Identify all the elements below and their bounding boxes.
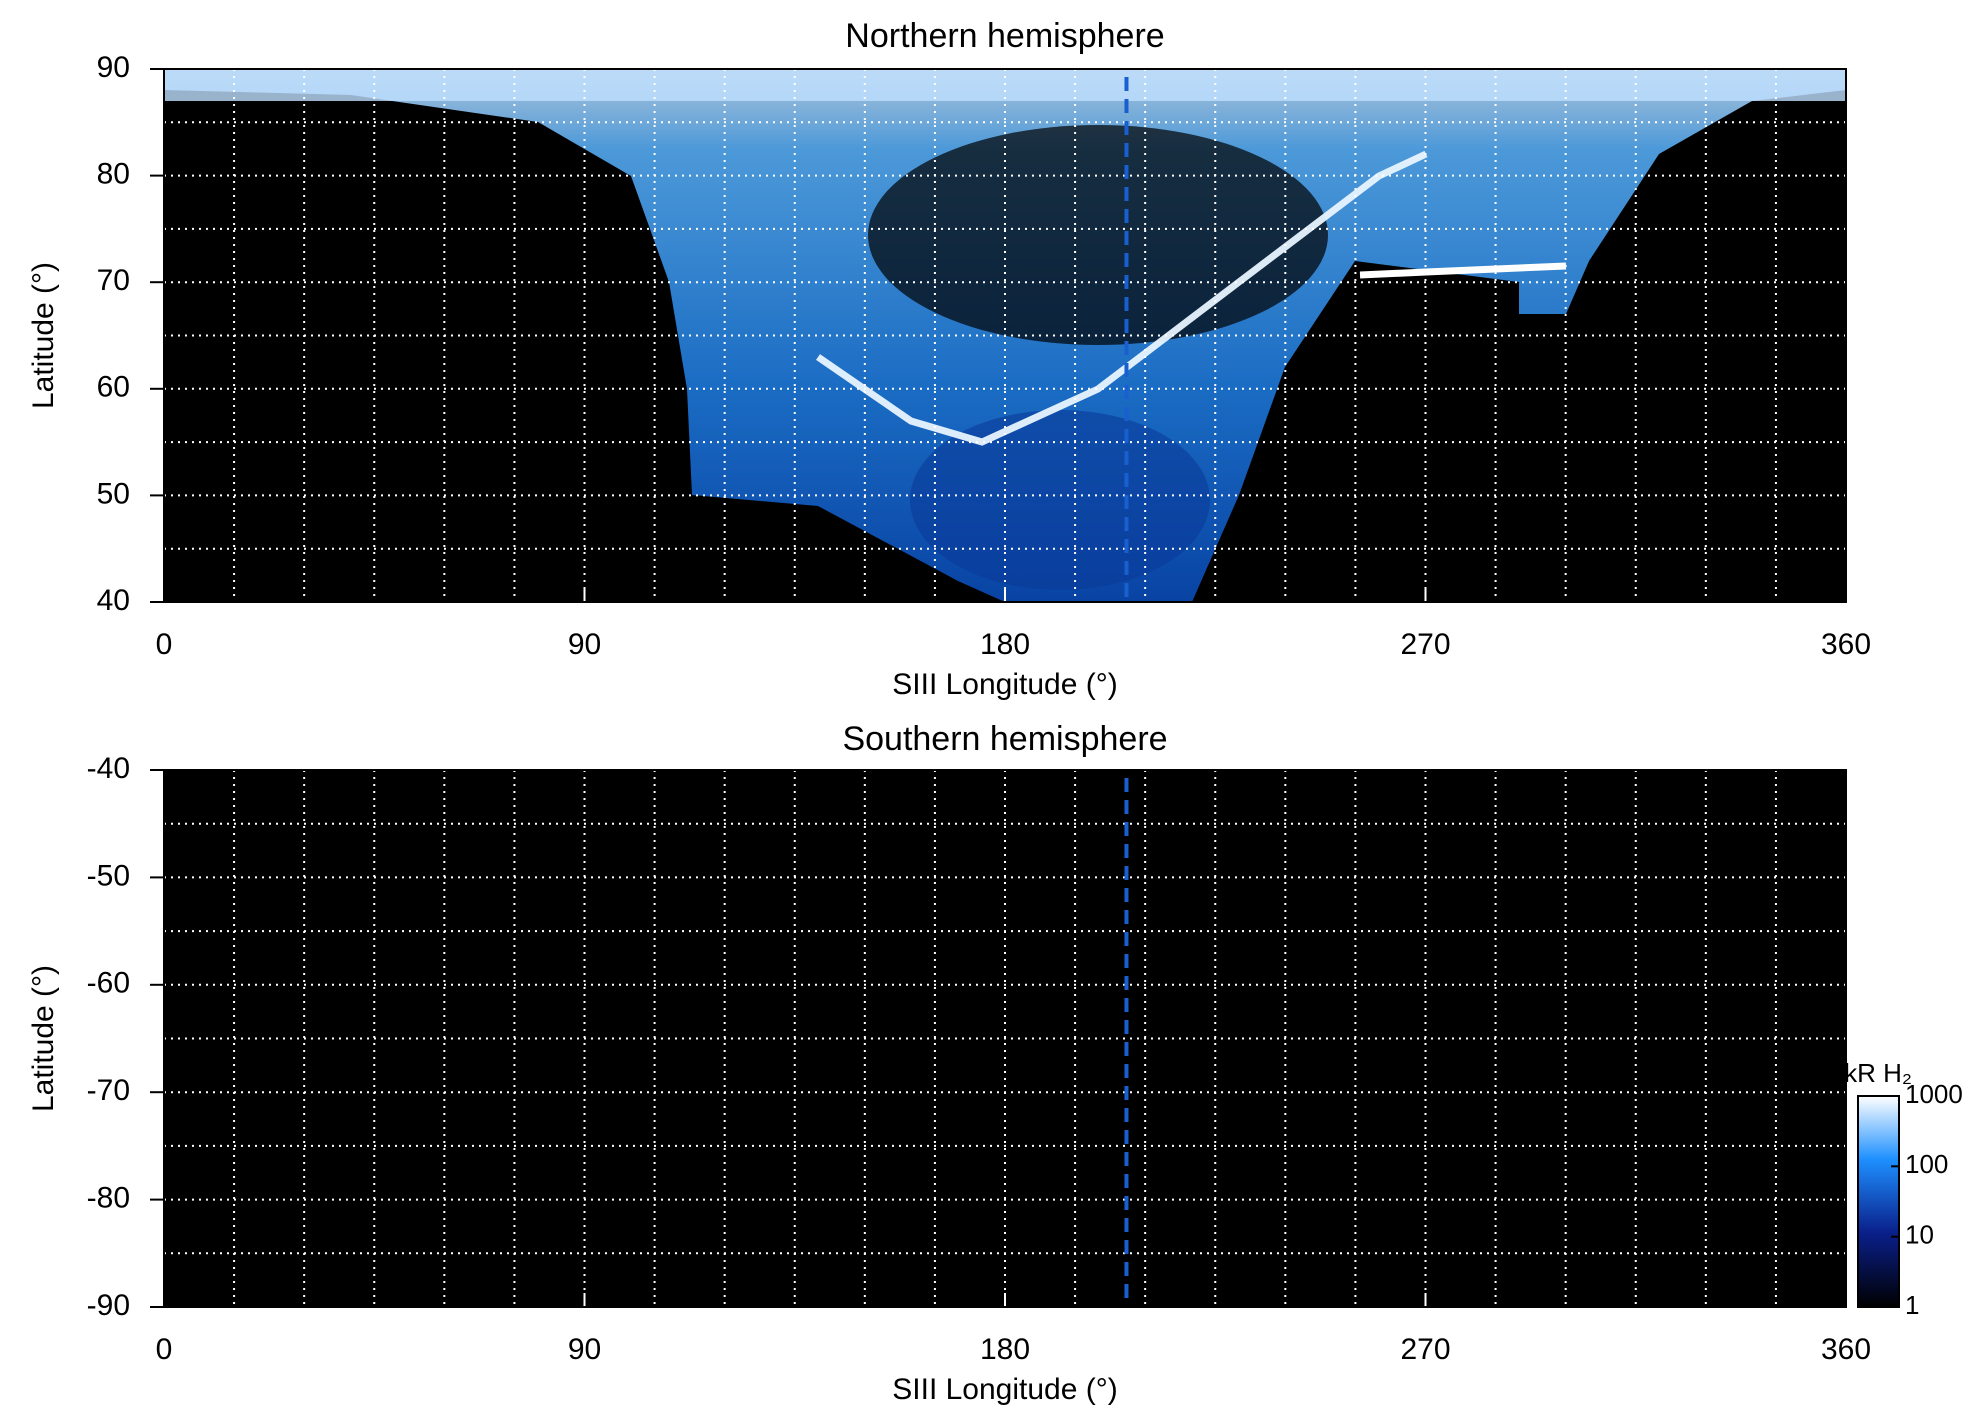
y-tick-label: 90 [97,51,130,84]
colorbar-tick-label: 100 [1905,1149,1948,1179]
colorbar-label: kR H₂ [1844,1058,1912,1088]
y-tick-label: 50 [97,477,130,510]
y-tick-label: -90 [87,1289,130,1322]
colorbar-tick-label: 10 [1905,1220,1934,1250]
y-tick-label: -70 [87,1074,130,1107]
y-tick-label: -80 [87,1182,130,1215]
chart-title: Southern hemisphere [842,720,1167,758]
y-tick-label: -60 [87,967,130,1000]
y-axis-label: Latitude (°) [27,262,60,409]
colorbar [1857,1095,1900,1308]
y-tick-label: -50 [87,859,130,892]
x-tick-label: 0 [156,628,173,661]
y-tick-label: 70 [97,264,130,297]
frame [163,769,1847,1308]
x-tick-label: 270 [1400,628,1450,661]
x-axis-label: SIII Longitude (°) [892,1373,1117,1406]
y-tick-label: 80 [97,158,130,191]
x-tick-label: 180 [980,628,1030,661]
x-tick-label: 270 [1400,1333,1450,1366]
x-tick-label: 360 [1821,628,1871,661]
colorbar-tick-label: 1 [1905,1290,1919,1320]
x-tick-label: 0 [156,1333,173,1366]
x-axis-label: SIII Longitude (°) [892,668,1117,701]
x-tick-label: 180 [980,1333,1030,1366]
x-tick-label: 90 [568,628,601,661]
y-tick-label: 40 [97,584,130,617]
colorbar-tick-label: 1000 [1905,1079,1963,1109]
x-tick-label: 90 [568,1333,601,1366]
frame [163,68,1847,603]
chart-title: Northern hemisphere [845,17,1164,55]
y-axis-label: Latitude (°) [27,965,60,1112]
y-tick-label: 60 [97,371,130,404]
axes: Northern hemisphere SIII Longitude (°) Lat… [27,17,1963,1406]
x-tick-label: 360 [1821,1333,1871,1366]
y-tick-label: -40 [87,752,130,785]
